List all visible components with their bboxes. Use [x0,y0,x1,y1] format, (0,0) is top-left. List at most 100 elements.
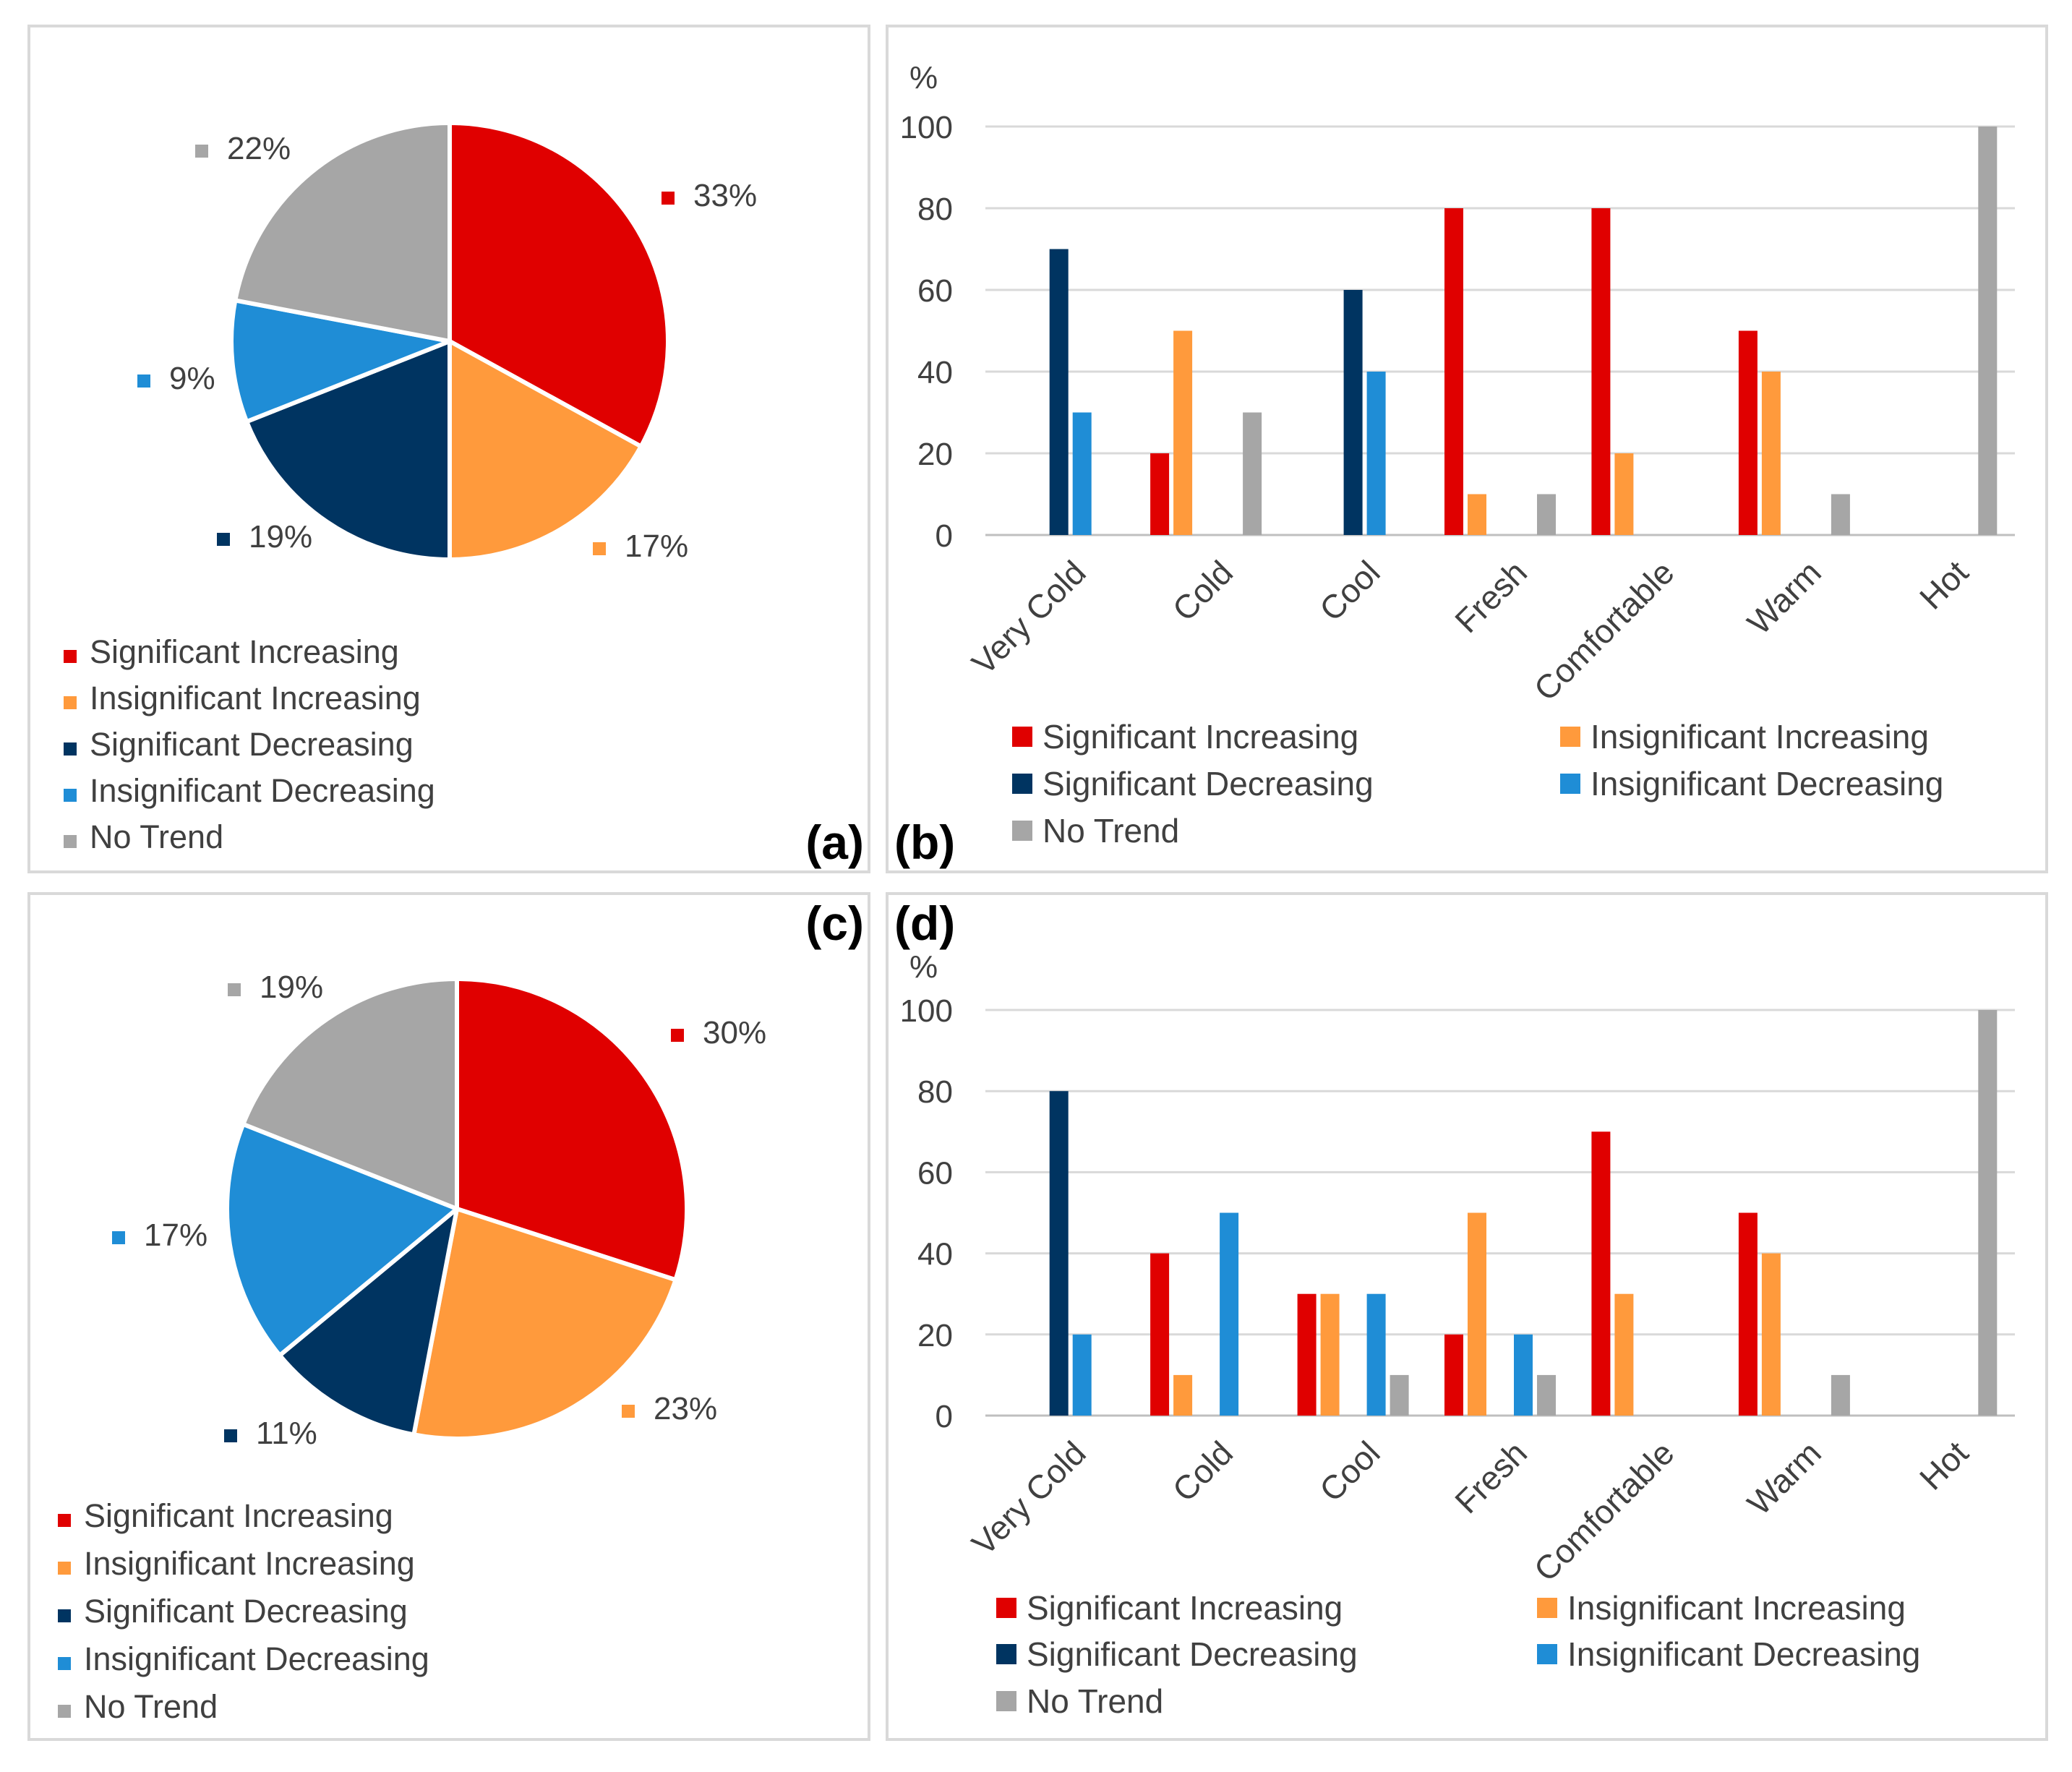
legend-label-significant-increasing: Significant Increasing [84,1497,393,1534]
y-tick-label-20: 20 [917,437,953,472]
pie-data-label-significant-decreasing: 11% [256,1416,317,1451]
legend-swatch-significant-decreasing [58,1609,71,1622]
legend-label-insignificant-decreasing: Insignificant Decreasing [90,772,435,809]
bar-chart-b: 0 20 40 60 80 100% Very Cold Cold Cool FreshComfo… [900,60,2015,849]
y-tick-label-60: 60 [917,1155,953,1191]
bar-cold-significant-increasing [1150,453,1170,535]
pie-label-marker-significant-increasing [671,1029,684,1042]
bar-fresh-significant-increasing [1444,1334,1463,1416]
legend-label-no-trend: No Trend [90,818,223,855]
bar-fresh-no-trend [1537,494,1556,535]
legend-label-significant-increasing: Significant Increasing [1043,718,1358,756]
legend-label-significant-increasing: Significant Increasing [90,633,399,670]
pie-label-marker-insignificant-increasing [622,1405,635,1418]
pie-data-label-no-trend: 19% [260,970,323,1005]
x-tick-label-comfortable: Comfortable [1527,1434,1682,1588]
pie-label-marker-no-trend [228,983,241,996]
pie-slice-significant-decreasing [277,1207,459,1437]
legend-swatch-no-trend [58,1705,71,1718]
pie-slice-significant-increasing [455,977,689,1283]
y-tick-label-20: 20 [917,1318,953,1353]
legend-swatch-insignificant-increasing [64,696,77,709]
bar-cold-no-trend [1243,412,1262,535]
pie-slice-insignificant-increasing [411,1207,678,1442]
bar-chart-d: 0 20 40 60 80 100% Very Cold Cold Cool FreshComfo… [900,949,2015,1720]
pie-data-label-significant-decreasing: 19% [249,519,312,555]
legend-label-insignificant-decreasing: Insignificant Decreasing [1567,1635,1920,1673]
pie-slice-no-trend [241,977,459,1211]
bar-cool-insignificant-decreasing [1366,372,1386,535]
legend-swatch-insignificant-increasing [58,1562,71,1575]
pie-data-label-insignificant-decreasing: 17% [144,1217,207,1253]
x-tick-label-warm: Warm [1740,1434,1828,1522]
legend-swatch-significant-increasing [64,650,77,663]
x-tick-label-hot: Hot [1912,553,1976,617]
bar-very-cold-insignificant-decreasing [1072,1334,1092,1416]
bar-comfortable-significant-increasing [1591,208,1611,535]
pie-label-marker-significant-decreasing [224,1429,237,1442]
panel-label-b: (b) [894,816,955,869]
legend-label-insignificant-decreasing: Insignificant Decreasing [84,1640,429,1677]
y-tick-label-0: 0 [936,518,953,554]
x-tick-label-cold: Cold [1165,1434,1241,1509]
bar-fresh-insignificant-increasing [1468,1212,1486,1416]
bar-warm-significant-increasing [1738,330,1758,535]
bar-cool-no-trend [1390,1374,1409,1416]
legend-swatch-insignificant-increasing [1560,727,1580,747]
pie-label-marker-insignificant-decreasing [112,1231,125,1244]
legend-swatch-insignificant-decreasing [1560,774,1580,794]
legend-label-significant-increasing: Significant Increasing [1027,1589,1343,1627]
legend-label-significant-decreasing: Significant Decreasing [1043,765,1374,802]
bar-cold-insignificant-increasing [1173,1374,1193,1416]
x-tick-label-cool: Cool [1312,553,1387,628]
panel-label-d: (d) [894,896,955,950]
bar-hot-no-trend [1978,1010,1998,1416]
bar-cold-insignificant-decreasing [1220,1212,1239,1416]
bar-warm-insignificant-increasing [1761,1253,1781,1416]
pie-slice-insignificant-decreasing [225,1121,459,1358]
bar-warm-no-trend [1831,1374,1850,1416]
y-axis-label: % [909,949,938,985]
y-tick-label-60: 60 [917,273,953,309]
pie-data-label-insignificant-decreasing: 9% [169,361,215,396]
y-axis-label: % [909,60,938,95]
pie-chart-a: 33% 17% 19% 9% 22% Significant Increasing Insi… [64,121,757,855]
pie-slice-insignificant-decreasing [229,298,452,424]
x-tick-label-very-cold: Very Cold [964,553,1093,682]
bar-very-cold-significant-decreasing [1049,1091,1069,1416]
bar-comfortable-insignificant-increasing [1614,453,1634,535]
legend-swatch-no-trend [1012,821,1032,841]
pie-label-marker-insignificant-increasing [593,542,606,555]
bar-warm-insignificant-increasing [1761,372,1781,535]
bar-cold-significant-increasing [1150,1253,1170,1416]
legend-swatch-insignificant-decreasing [64,789,77,802]
legend-swatch-significant-increasing [1012,727,1032,747]
legend-label-no-trend: No Trend [1043,812,1179,849]
bar-warm-no-trend [1831,494,1850,535]
pie-slice-no-trend [233,121,452,343]
x-tick-label-fresh: Fresh [1447,1434,1534,1520]
bar-fresh-no-trend [1537,1374,1556,1416]
bar-comfortable-significant-increasing [1591,1131,1611,1416]
bar-fresh-insignificant-decreasing [1514,1334,1533,1416]
legend-label-insignificant-decreasing: Insignificant Decreasing [1591,765,1943,802]
legend-label-no-trend: No Trend [1027,1682,1163,1720]
legend-label-significant-decreasing: Significant Decreasing [90,726,414,763]
pie-label-marker-no-trend [195,145,208,158]
panel-c-frame [27,892,870,1741]
legend-label-significant-decreasing: Significant Decreasing [84,1593,408,1630]
legend-label-insignificant-increasing: Insignificant Increasing [90,680,421,716]
bar-cool-significant-increasing [1297,1293,1317,1416]
bar-comfortable-insignificant-increasing [1614,1293,1634,1416]
legend-swatch-no-trend [64,835,77,848]
x-tick-label-cold: Cold [1165,553,1241,628]
panel-label-c: (c) [805,896,864,950]
x-tick-label-comfortable: Comfortable [1527,553,1682,708]
panel-b-frame [886,25,2048,873]
legend-swatch-significant-increasing [996,1598,1016,1618]
legend-label-significant-decreasing: Significant Decreasing [1027,1635,1358,1673]
bar-hot-no-trend [1978,127,1998,535]
pie-data-label-significant-increasing: 30% [703,1015,766,1050]
pie-label-marker-insignificant-decreasing [137,374,150,388]
